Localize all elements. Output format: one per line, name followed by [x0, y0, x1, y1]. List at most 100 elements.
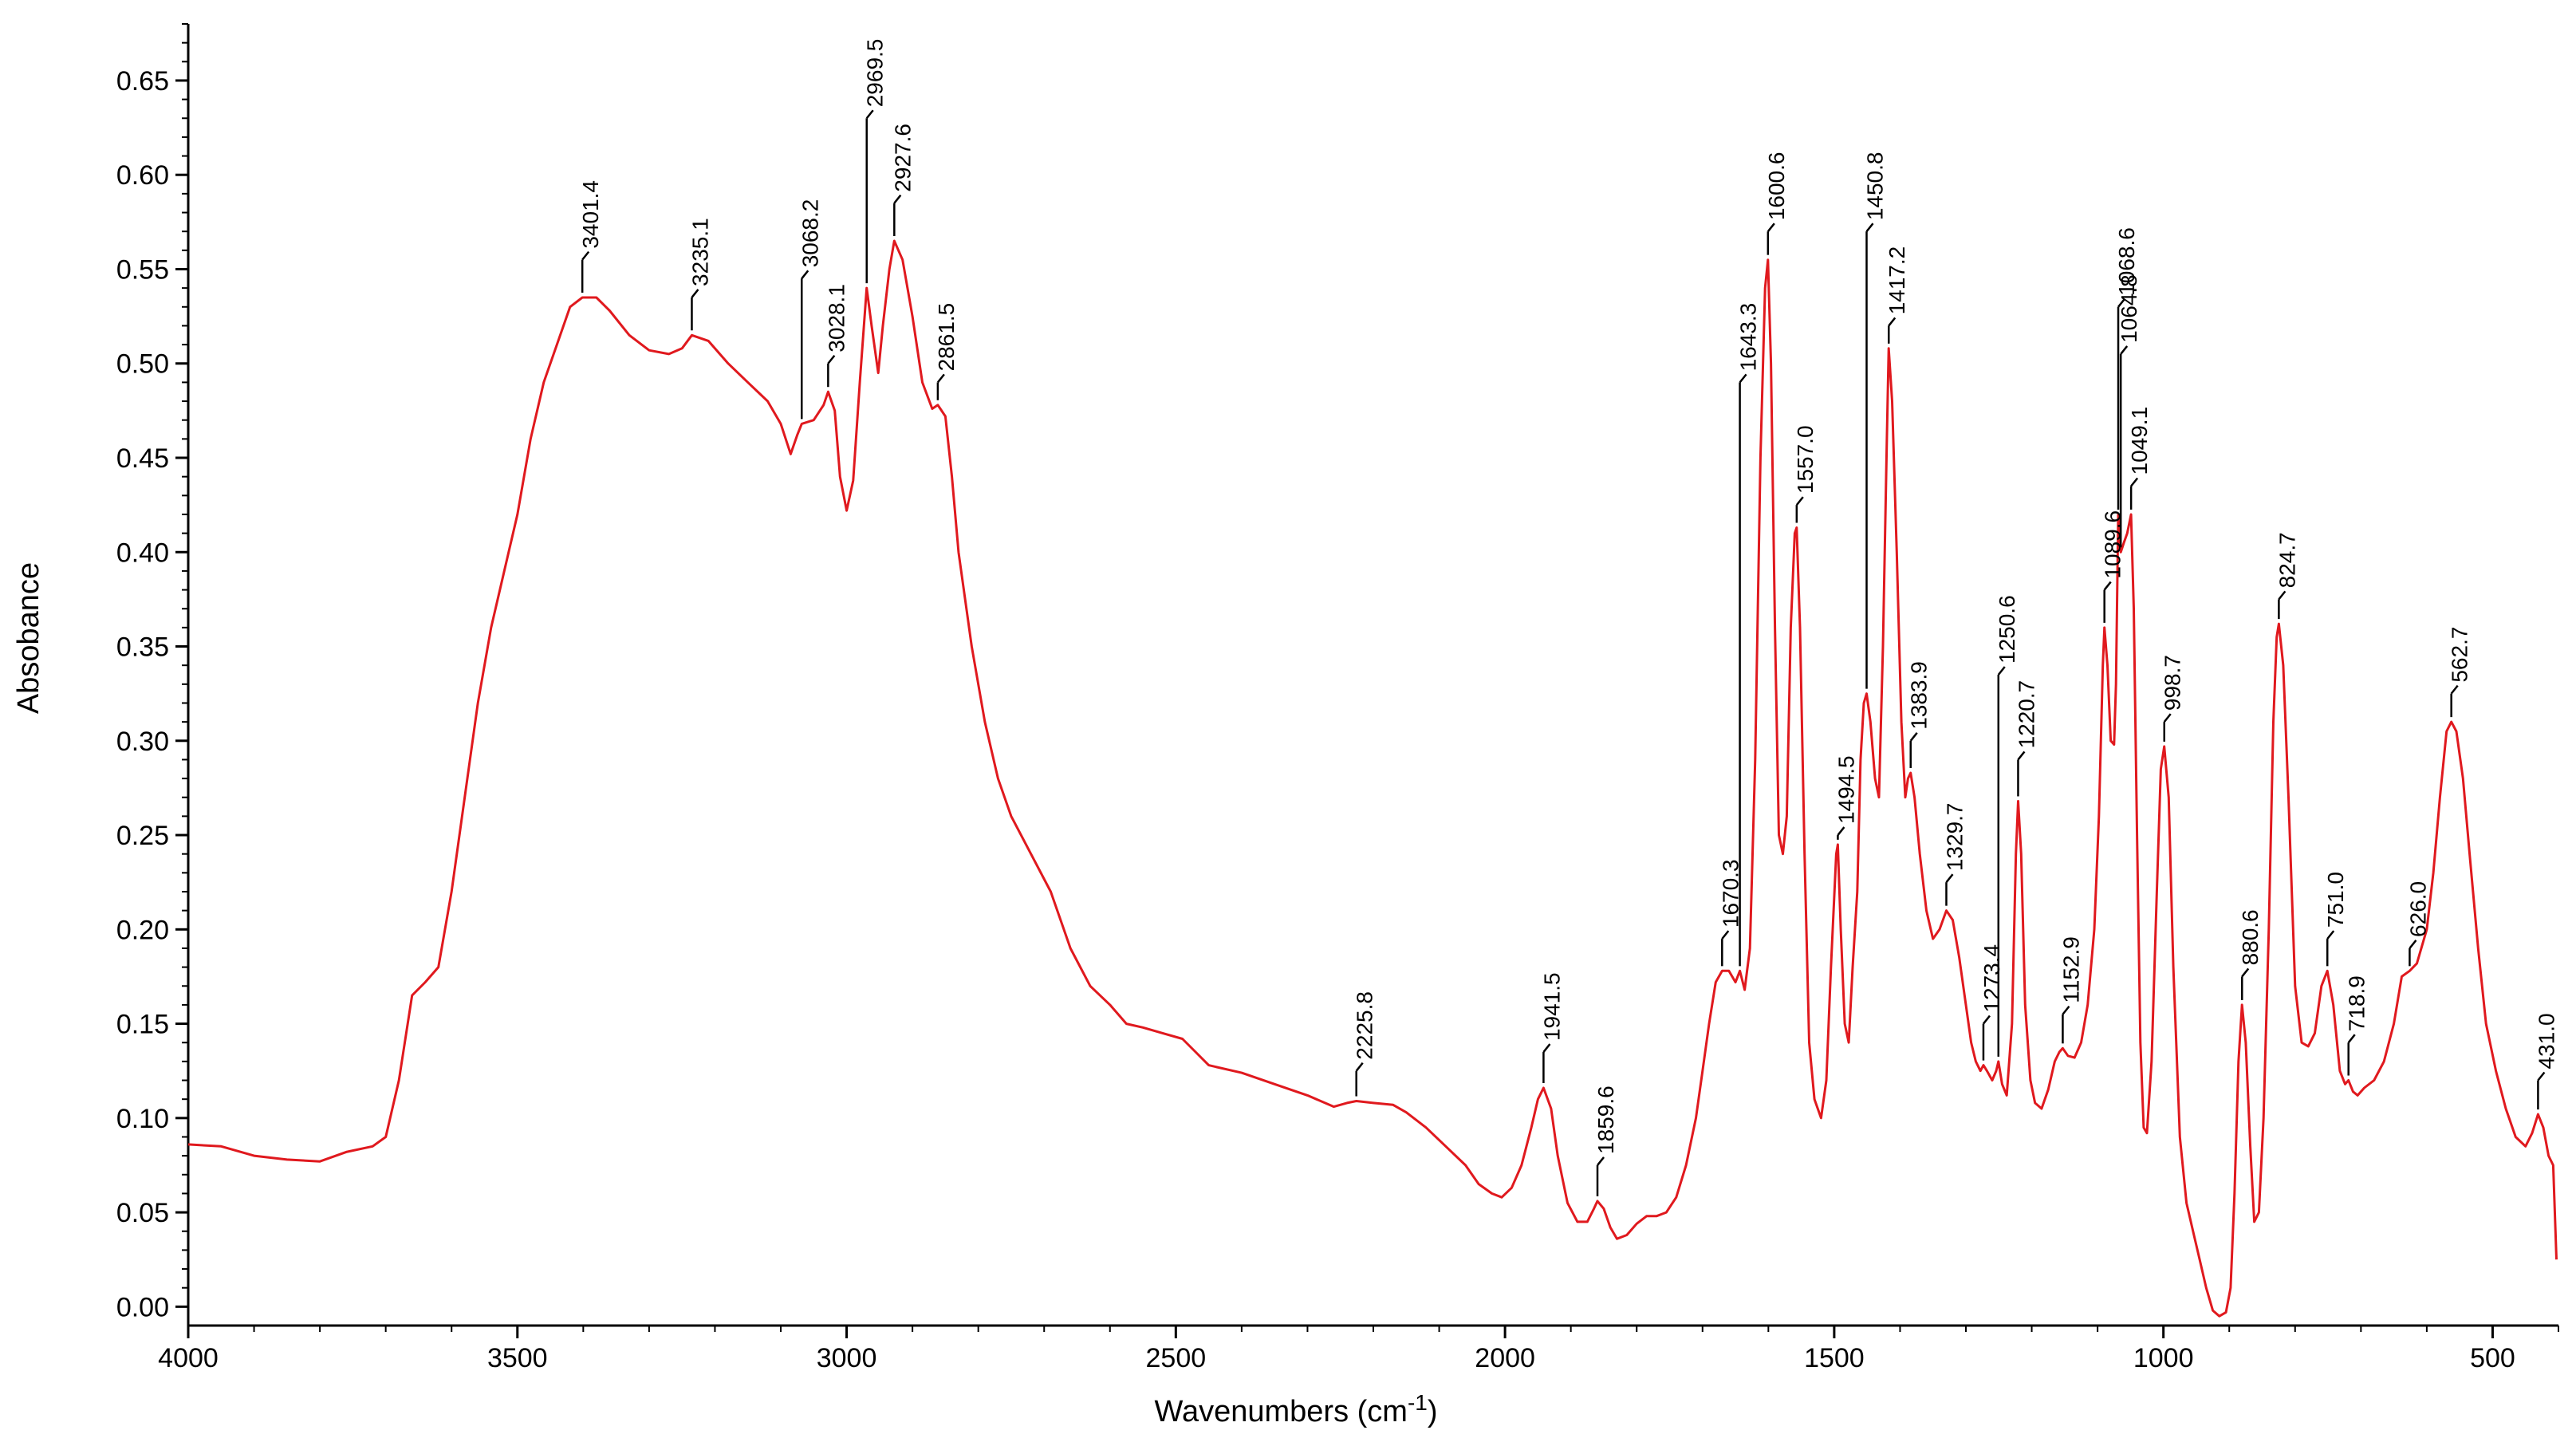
peak-label: 718.9 [2345, 975, 2369, 1031]
peak-leader-hook [581, 250, 590, 261]
peak-leader-hook [2062, 1005, 2070, 1015]
x-tick-label: 1000 [2133, 1343, 2194, 1373]
y-tick-label: 0.40 [116, 538, 169, 568]
peak-label: 2969.5 [863, 39, 888, 108]
peak-leader-hook [801, 270, 809, 280]
peak-label: 1049.1 [2127, 407, 2152, 475]
peak-leader-hook [2017, 751, 2026, 761]
peak-label: 562.7 [2448, 627, 2472, 683]
peak-leader-hook [1982, 1015, 1991, 1025]
peak-leader-hook [1355, 1062, 1364, 1072]
peak-label: 1152.9 [2058, 936, 2083, 1003]
peak-leader-hook [2450, 684, 2459, 695]
y-tick-label: 0.30 [116, 727, 169, 757]
peak-label: 1670.3 [1718, 859, 1743, 928]
x-tick-label: 3500 [487, 1343, 548, 1373]
peak-leader-hook [1795, 496, 1804, 506]
peak-leader-hook [2117, 298, 2126, 308]
peak-label: 824.7 [2275, 532, 2299, 588]
peak-label: 1600.6 [1764, 152, 1789, 221]
peak-leader-hook [2103, 581, 2112, 591]
peak-label: 431.0 [2534, 1013, 2558, 1069]
peak-leader-hook [1597, 1156, 1605, 1166]
peak-label: 1064.8 [2117, 274, 2141, 343]
peak-label: 1273.4 [1979, 944, 2004, 1013]
y-tick-label: 0.15 [116, 1010, 169, 1040]
x-tick-label: 2500 [1146, 1343, 1207, 1373]
x-axis-title-close: ) [1428, 1395, 1438, 1428]
peak-leader-hook [1909, 732, 1918, 742]
peak-label: 1557.0 [1793, 425, 1818, 494]
peak-label: 1941.5 [1539, 972, 1564, 1041]
peak-leader-hook [2120, 345, 2129, 355]
peak-leader-hook [1997, 666, 2006, 676]
spectrum-series-line [187, 239, 2558, 1318]
y-tick-label: 0.55 [116, 254, 169, 285]
peak-leader-hook [1837, 826, 1845, 836]
y-tick-label: 0.20 [116, 915, 169, 945]
x-axis-title: Wavenumbers (cm-1) [1155, 1390, 1438, 1428]
peak-label: 1068.6 [2114, 227, 2139, 296]
peak-leader-hook [1945, 873, 1954, 883]
y-tick-label: 0.35 [116, 632, 169, 663]
peak-leader-hook [2537, 1071, 2546, 1082]
peak-label: 3401.4 [578, 180, 603, 249]
peak-label: 1859.6 [1593, 1085, 1618, 1154]
peak-label: 1329.7 [1942, 803, 1967, 872]
y-tick-label: 0.60 [116, 160, 169, 191]
peak-leader-hook [865, 109, 874, 120]
y-tick-label: 0.00 [116, 1292, 169, 1322]
peak-leader-hook [2241, 967, 2250, 978]
x-tick-label: 3000 [817, 1343, 877, 1373]
peak-leader-hook [1739, 373, 1747, 384]
peak-label: 1450.8 [1863, 152, 1888, 221]
x-axis-title-superscript: -1 [1408, 1390, 1428, 1415]
y-tick-label: 0.10 [116, 1104, 169, 1134]
y-tick-label: 0.05 [116, 1198, 169, 1228]
peak-leader-hook [2326, 930, 2335, 940]
x-axis-title-main: Wavenumbers (cm [1155, 1395, 1408, 1428]
peak-label: 2861.5 [934, 303, 959, 372]
series-layer [187, 239, 2558, 1318]
y-tick-label: 0.65 [116, 66, 169, 97]
peak-label: 880.6 [2238, 909, 2263, 965]
peak-leader-hook [1888, 317, 1897, 327]
peak-leader-hook [936, 373, 945, 384]
y-tick-label: 0.50 [116, 349, 169, 380]
peak-leader-hook [691, 289, 699, 298]
peak-label: 1417.2 [1885, 246, 1909, 315]
x-tick-label: 4000 [158, 1343, 219, 1373]
peak-label: 1383.9 [1907, 661, 1932, 730]
peak-leader-hook [2130, 477, 2139, 487]
peak-leader-hook [1542, 1043, 1551, 1053]
peak-leader-hook [1767, 223, 1775, 232]
axes: 0.00 0.05 0.10 0.15 0.20 0.25 0.30 0.35 0.40 0.45… [116, 23, 2559, 1373]
y-tick-label: 0.45 [116, 443, 169, 474]
peak-leader-hook [893, 194, 902, 204]
peak-label: 2225.8 [1353, 991, 1377, 1060]
x-tick-label: 2000 [1475, 1343, 1535, 1373]
peak-label: 3068.2 [798, 199, 822, 268]
y-tick-label: 0.25 [116, 821, 169, 851]
x-tick-label: 500 [2470, 1343, 2515, 1373]
peak-label: 751.0 [2323, 872, 2348, 928]
peak-label: 1494.5 [1834, 755, 1858, 824]
peak-label: 3235.1 [687, 218, 712, 286]
peak-label: 2927.6 [890, 124, 915, 192]
peak-label: 3028.1 [824, 284, 849, 353]
peak-leader-hook [1721, 930, 1730, 940]
peak-leader-hook [2278, 590, 2286, 601]
peak-label: 1250.6 [1995, 595, 2019, 664]
peak-leader-hook [1865, 223, 1874, 232]
peak-leader-hook [2163, 713, 2172, 723]
peak-label: 998.7 [2160, 655, 2185, 711]
peak-leader-hook [2409, 940, 2417, 949]
peak-label: 1220.7 [2014, 680, 2038, 749]
y-axis-title: Absobance [12, 562, 45, 714]
peak-leader-hook [827, 354, 836, 364]
x-tick-label: 1500 [1804, 1343, 1865, 1373]
peak-label: 626.0 [2405, 881, 2430, 937]
